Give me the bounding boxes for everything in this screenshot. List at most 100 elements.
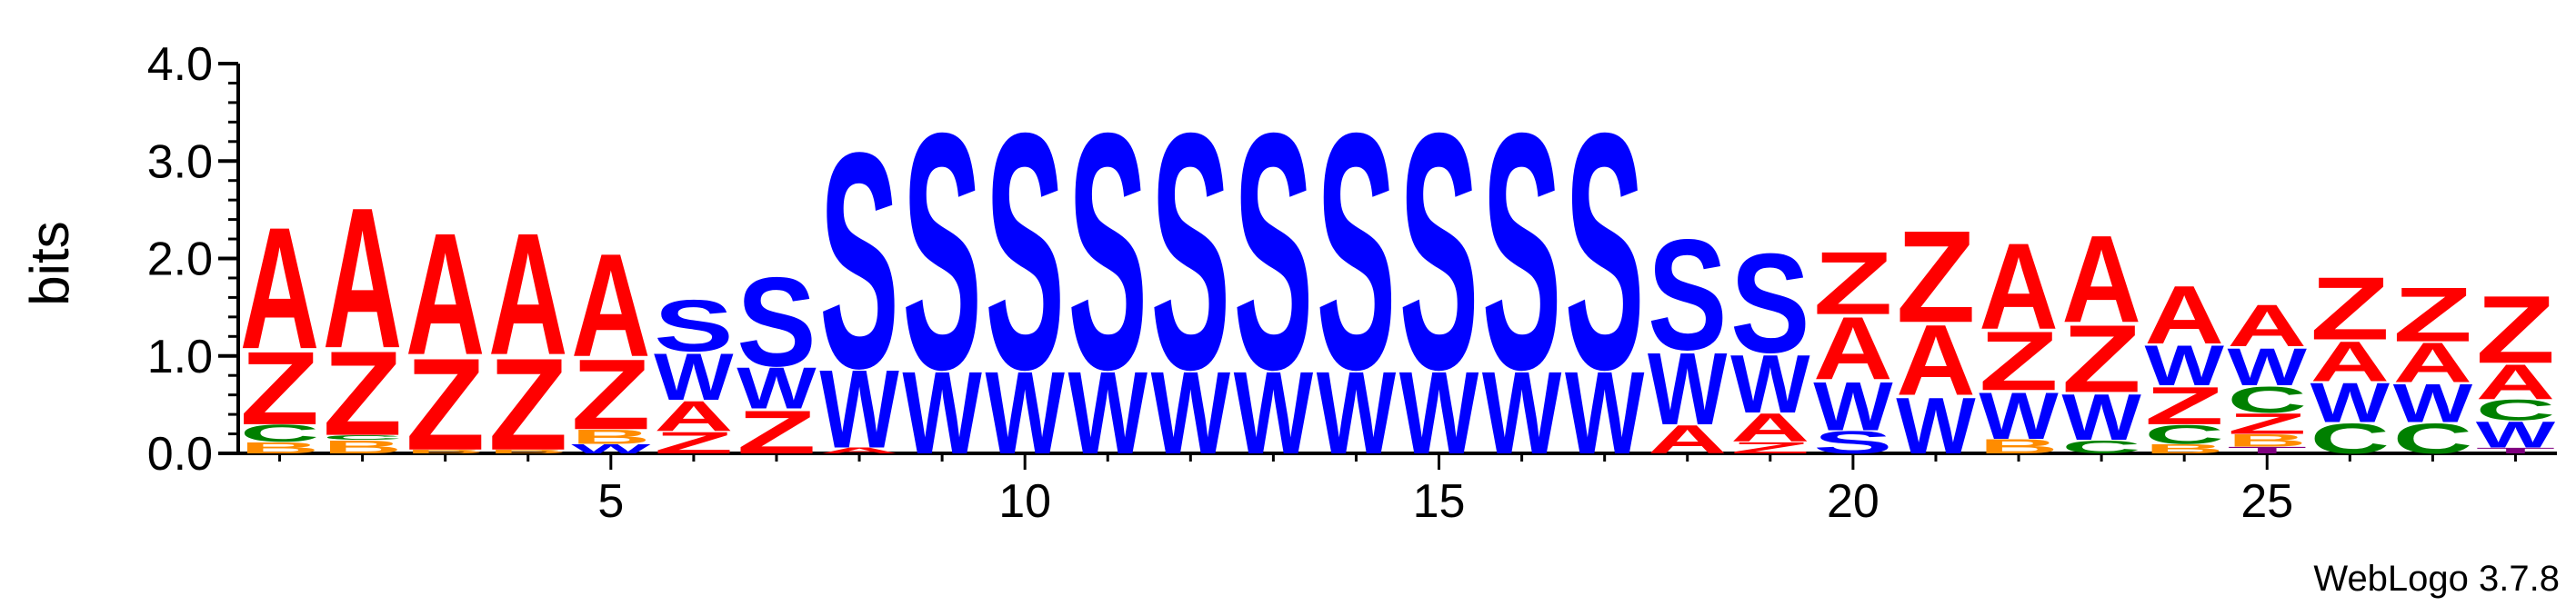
logo-column: WS [985, 63, 1065, 479]
logo-column: BZA [488, 196, 567, 477]
logo-letter-w: W [2061, 381, 2141, 454]
logo-letter-w: W [2393, 373, 2473, 434]
logo-letter-w: W [1317, 347, 1397, 479]
logo-column: WS [902, 63, 982, 479]
y-tick-label: 2.0 [147, 233, 213, 286]
logo-letter-a: A [2144, 268, 2223, 361]
logo-letter-z: Z [406, 332, 485, 478]
logo-letter-s: S [819, 90, 898, 432]
logo-letter-a: A [2228, 292, 2307, 359]
logo-letter-t: T [2476, 446, 2555, 455]
logo-letter-z: Z [2476, 275, 2555, 383]
logo-letter-a: A [2310, 330, 2390, 393]
logo-letter-w: W [1896, 382, 1976, 472]
logo-letter-z: Z [488, 332, 567, 478]
logo-letter-w: W [2310, 372, 2391, 434]
y-axis: 0.0 1.0 2.0 3.0 4.0 [147, 38, 240, 481]
logo-letter-w: W [2144, 333, 2224, 397]
logo-letter-a: A [2061, 210, 2140, 349]
logo-letter-b: B [571, 425, 650, 448]
logo-column: BZA [406, 196, 485, 477]
logo-letter-w: W [654, 339, 733, 414]
logo-letter-w: W [985, 347, 1065, 479]
y-tick-label: 3.0 [147, 135, 213, 188]
logo-letter-z: Z [1730, 439, 1809, 457]
logo-letter-s: S [1648, 206, 1727, 382]
logo-letter-a: A [2393, 332, 2472, 394]
logo-letter-w: W [1151, 347, 1231, 479]
logo-letter-w: W [1979, 378, 2058, 453]
logo-letter-a: A [406, 196, 485, 391]
logo-letter-a: A [654, 392, 733, 440]
y-tick-label: 0.0 [147, 428, 213, 481]
logo-letter-w: W [1565, 347, 1645, 479]
logo-letter-z: Z [240, 331, 319, 446]
x-axis: 5 10 15 20 25 [238, 452, 2557, 528]
logo-column: WS [1234, 63, 1314, 479]
logo-letter-z: Z [323, 327, 402, 462]
y-tick-label: 1.0 [147, 331, 213, 383]
logo-letter-s: S [654, 285, 733, 368]
logo-letter-w: W [1234, 347, 1314, 479]
logo-letter-b: B [1979, 435, 2058, 458]
logo-letter-z: Z [2228, 407, 2307, 440]
logo-letter-w: W [902, 347, 982, 479]
logo-letter-z: Z [2393, 271, 2472, 358]
logo-letter-s: S [985, 63, 1064, 440]
x-tick-label: 5 [597, 475, 624, 528]
y-axis-label: bits [19, 221, 80, 305]
logo-column: WS [1399, 63, 1479, 479]
logo-letter-a: A [1896, 304, 1975, 417]
logo-column: AWS [1648, 206, 1728, 462]
logo-letter-w: W [1730, 339, 1810, 431]
logo-letter-z: Z [654, 426, 733, 461]
logo-letter-w: W [737, 355, 817, 421]
logo-letter-s: S [1317, 63, 1396, 440]
logo-letter-s: S [1730, 224, 1809, 382]
logo-letter-s: S [1565, 63, 1644, 440]
logo-letter-s: S [1234, 63, 1313, 440]
logo-letter-c: C [2061, 436, 2140, 457]
logo-letter-s: S [1399, 63, 1478, 440]
logo-letter-w: W [1648, 331, 1728, 446]
logo-column: AWS [819, 90, 899, 472]
logo-letter-w: W [1068, 347, 1148, 479]
logo-letter-a: A [819, 446, 898, 455]
x-tick-label: 25 [2240, 475, 2293, 528]
logo-letter-z: Z [571, 339, 650, 451]
x-tick-label: 15 [1413, 475, 1466, 528]
y-tick-label: 4.0 [147, 38, 213, 91]
logo-letter-z: Z [2061, 305, 2140, 413]
logo-letter-w: W [1399, 347, 1479, 479]
logo-letter-c: C [2228, 379, 2307, 421]
logo-letter-a: A [1648, 418, 1727, 462]
logo-letter-c: C [2144, 420, 2223, 450]
x-tick-label: 20 [1827, 475, 1879, 528]
logo-letter-w: W [819, 347, 899, 471]
logo-letter-w: W [571, 442, 651, 456]
logo-letter-c: C [323, 433, 402, 441]
logo-letter-a: A [323, 165, 402, 390]
logo-letter-s: S [1482, 63, 1561, 440]
logo-letter-w: W [2476, 414, 2556, 456]
logo-letter-b: B [323, 436, 402, 457]
logo-letter-b: B [2144, 442, 2223, 456]
logo-letter-a: A [240, 191, 319, 385]
logo-letter-c: C [2310, 415, 2390, 462]
logo-letter-a: A [571, 224, 650, 388]
logo-letter-a: A [2476, 354, 2555, 410]
logo-letter-a: A [1979, 218, 2058, 355]
